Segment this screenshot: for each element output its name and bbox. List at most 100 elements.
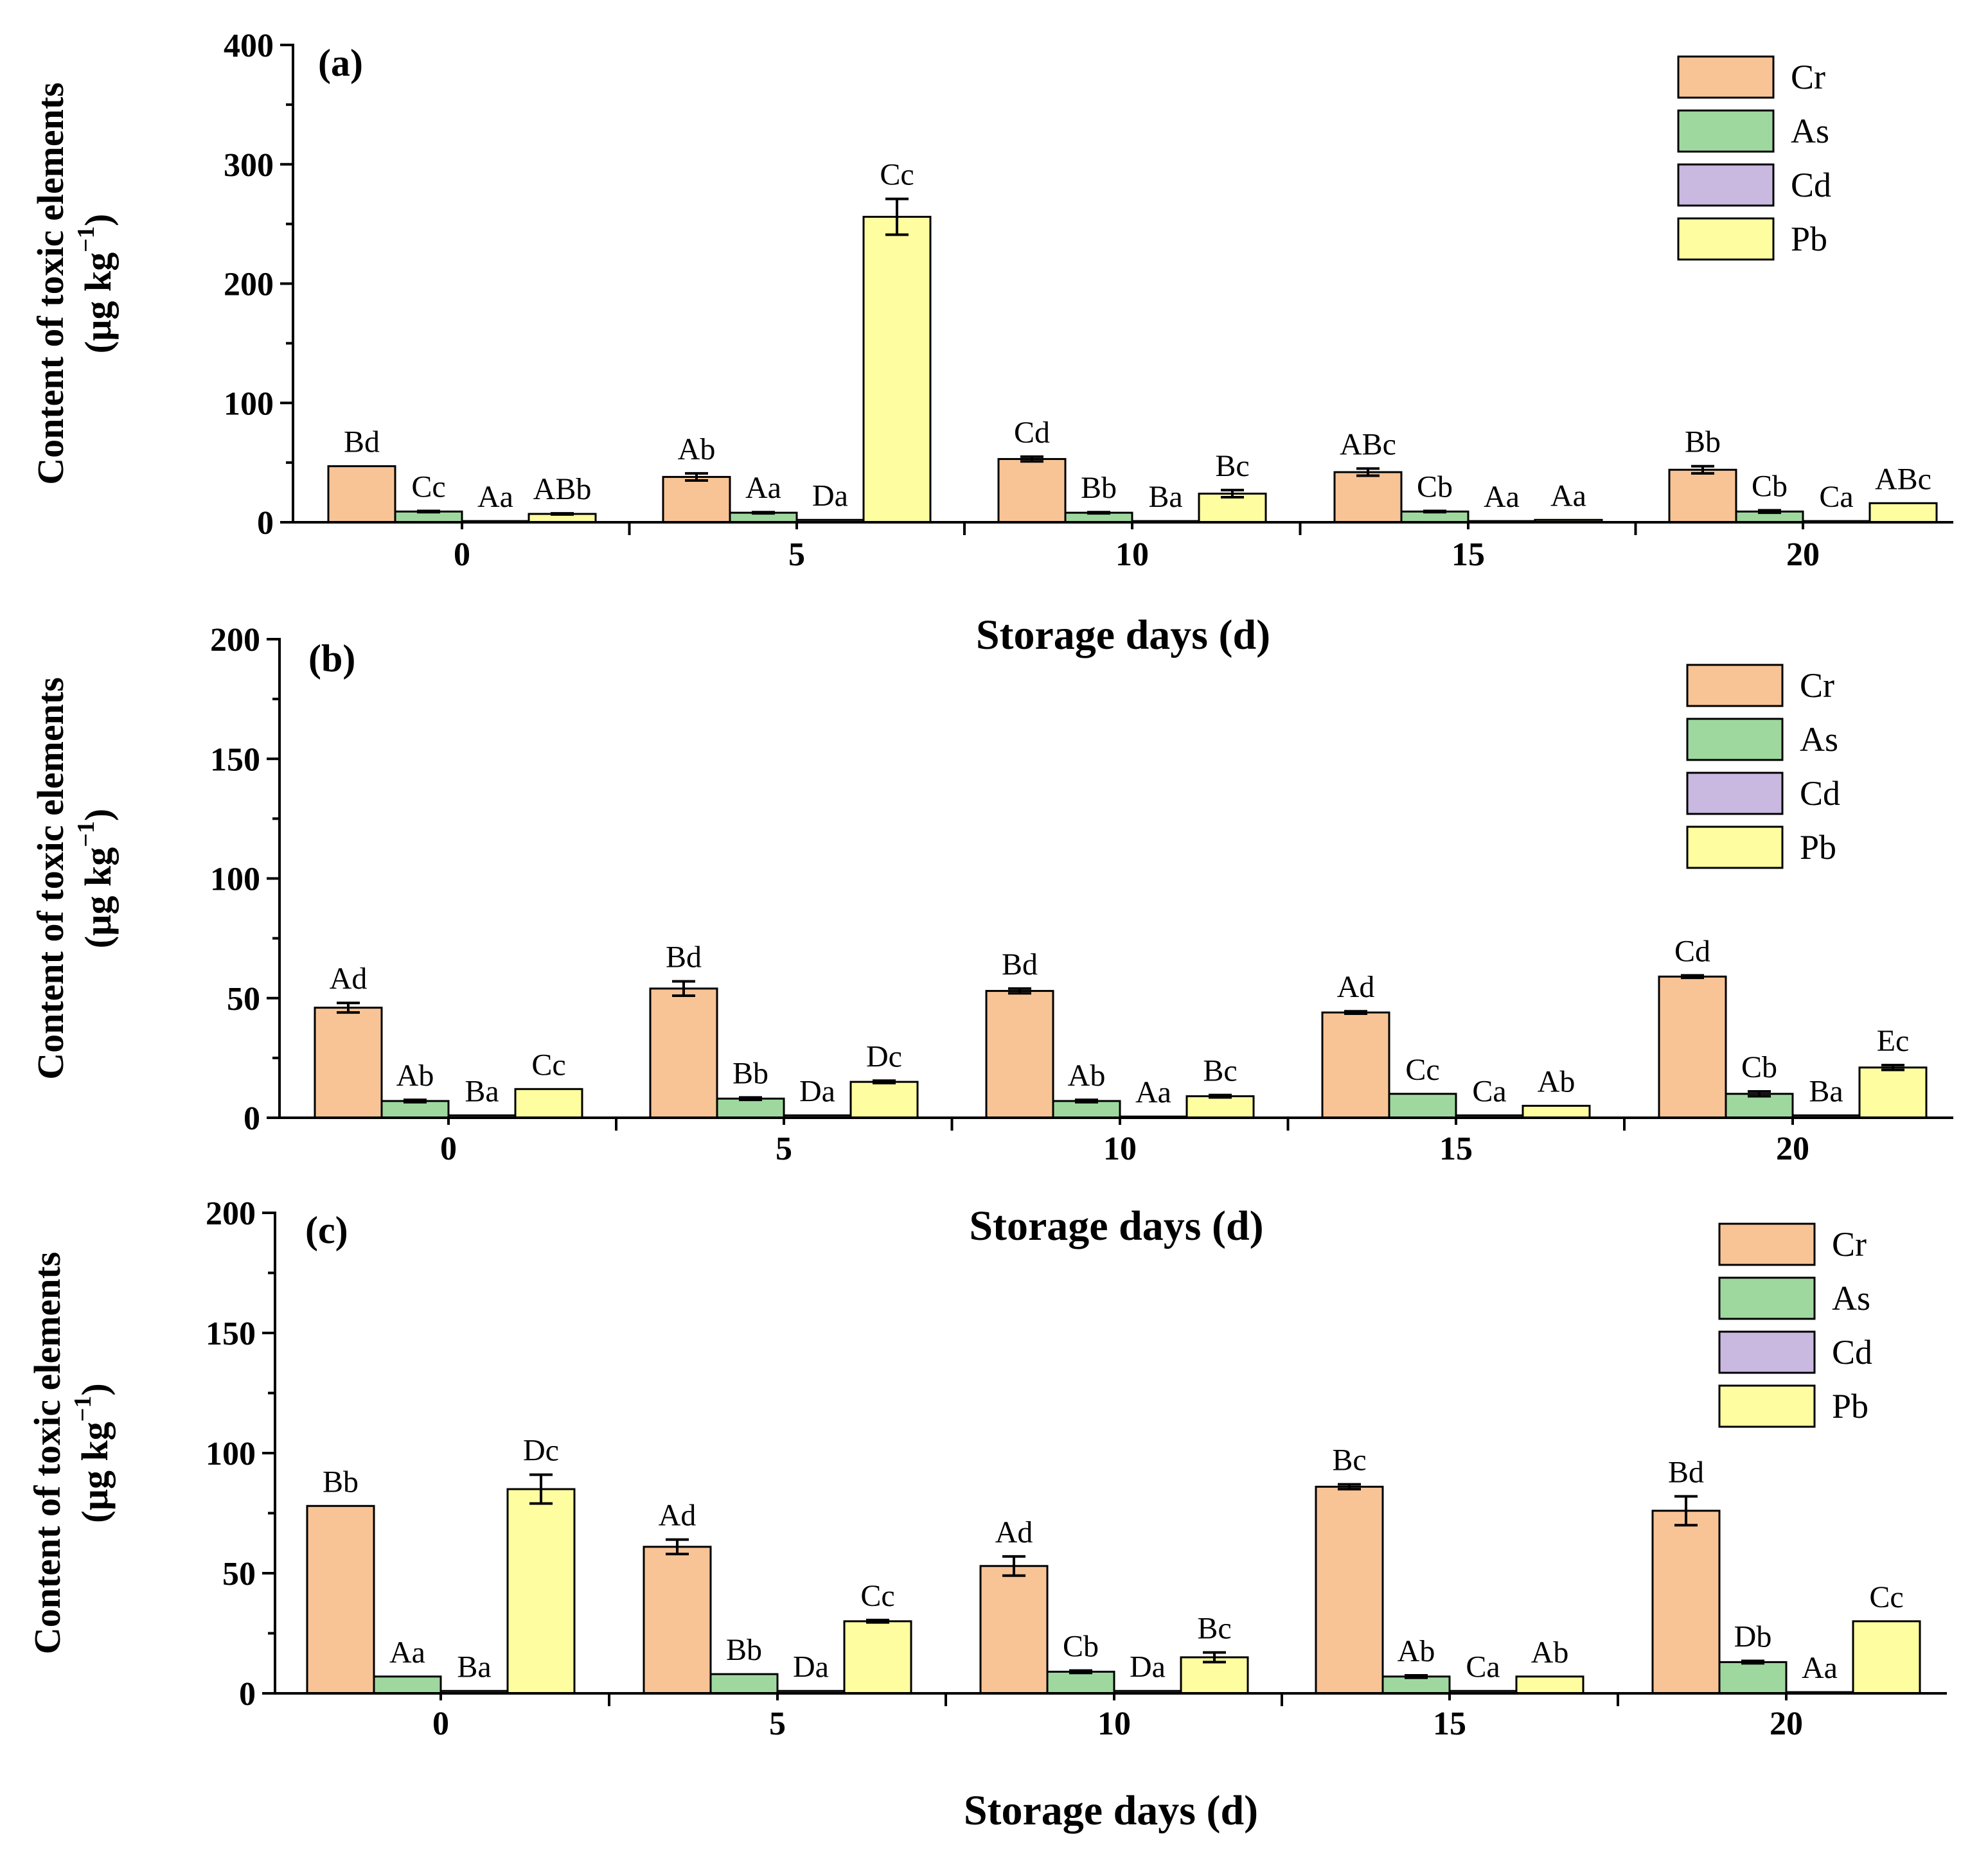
bar-a-pb-20 xyxy=(1868,502,1938,524)
y-axis-title-c: Content of toxic elements (µg kg−1) xyxy=(26,1252,116,1655)
y-axis-unit-base: (µg kg xyxy=(77,252,119,354)
significance-letter-c-cd-5: Da xyxy=(793,1650,829,1684)
legend-swatch-pb xyxy=(1718,1384,1816,1428)
error-bar-b-pb-20 xyxy=(1881,1064,1904,1072)
error-bar-c-pb-0 xyxy=(529,1473,553,1505)
legend-label-as: As xyxy=(1791,112,1829,150)
bar-b-pb-20 xyxy=(1858,1066,1928,1119)
chart-panel-b: Ad Bd Bd Ad Cd Ab Bb Ab Cc Cb Ba Da Aa Ca Ba Cc Dc Bc Ab Ec… xyxy=(30,622,1953,1249)
significance-letter-b-as-0: Ab xyxy=(396,1059,434,1093)
bar-c-pb-5 xyxy=(843,1620,912,1695)
bar-b-as-0 xyxy=(380,1100,450,1119)
legend-label-pb: Pb xyxy=(1791,220,1827,258)
error-bar-b-cr-15 xyxy=(1344,1010,1367,1015)
y-tick-label-a: 200 xyxy=(224,267,274,303)
bar-b-cr-20 xyxy=(1658,975,1727,1119)
error-bar-a-as-15 xyxy=(1423,509,1446,514)
significance-letter-a-cr-10: Cd xyxy=(1014,416,1050,450)
x-tick-label-b-0: 0 xyxy=(440,1131,457,1167)
error-bar-b-as-5 xyxy=(739,1096,762,1102)
significance-letter-c-as-15: Ab xyxy=(1398,1634,1435,1668)
significance-letter-c-pb-10: Bc xyxy=(1197,1611,1231,1645)
significance-letter-b-pb-5: Dc xyxy=(866,1039,902,1073)
significance-letter-b-cr-20: Cd xyxy=(1674,934,1710,968)
x-tick-label-c-10: 10 xyxy=(1097,1706,1131,1742)
significance-letter-c-cd-10: Da xyxy=(1130,1650,1166,1684)
panel-label-a: (a) xyxy=(318,42,363,84)
y-tick-label-b: 200 xyxy=(210,622,260,658)
significance-letter-a-as-5: Aa xyxy=(745,471,781,505)
y-tick-label-c: 150 xyxy=(206,1316,256,1352)
y-tick-label-a: 0 xyxy=(257,505,274,542)
legend-swatch-cd xyxy=(1677,163,1775,207)
significance-letter-c-pb-20: Cc xyxy=(1869,1580,1903,1614)
error-bar-c-cr-5 xyxy=(666,1538,689,1556)
significance-letter-a-pb-15: Aa xyxy=(1550,479,1586,513)
significance-letter-a-cd-5: Da xyxy=(812,479,848,513)
bar-b-as-15 xyxy=(1388,1093,1457,1119)
y-tick-label-a: 400 xyxy=(224,28,274,64)
legend-swatch-cr xyxy=(1677,55,1775,99)
bar-c-pb-15 xyxy=(1515,1675,1584,1695)
significance-letter-b-as-5: Bb xyxy=(732,1056,768,1090)
error-bar-c-cr-10 xyxy=(1002,1555,1025,1577)
significance-letter-b-as-15: Cc xyxy=(1405,1053,1439,1087)
error-bar-b-cr-10 xyxy=(1008,987,1031,995)
error-bar-c-as-10 xyxy=(1069,1669,1092,1675)
significance-letter-c-cd-15: Ca xyxy=(1466,1650,1500,1684)
bar-c-as-10 xyxy=(1046,1670,1115,1695)
significance-letter-c-pb-5: Cc xyxy=(860,1579,894,1613)
y-tick-label-c: 100 xyxy=(206,1436,256,1472)
significance-letter-b-pb-15: Ab xyxy=(1538,1064,1575,1098)
significance-letter-a-cr-20: Bb xyxy=(1685,425,1721,459)
y-axis-unit-base: (µg kg xyxy=(77,847,119,949)
y-axis-title-line1: Content of toxic elements xyxy=(30,677,71,1080)
y-tick-label-c: 50 xyxy=(222,1556,256,1592)
error-bar-b-pb-10 xyxy=(1209,1093,1232,1099)
y-tick-label-c: 0 xyxy=(239,1676,256,1713)
legend-label-cr: Cr xyxy=(1791,58,1825,96)
error-bar-c-pb-5 xyxy=(866,1618,889,1624)
chart-panel-a: Bd Ab Cd ABc Bb Cc Aa Bb Cb Cb Aa Da Ba Aa Ca ABb Cc Bc Aa… xyxy=(30,28,1953,658)
legend-label-as: As xyxy=(1832,1279,1870,1318)
significance-letter-b-cd-15: Ca xyxy=(1472,1074,1506,1108)
y-axis-unit-close: ) xyxy=(74,1383,116,1395)
y-tick-label-b: 0 xyxy=(244,1100,260,1137)
axes-a xyxy=(280,44,1953,535)
legend-swatch-as xyxy=(1677,109,1775,153)
x-axis-title-a: Storage days (d) xyxy=(976,612,1270,658)
significance-letter-c-pb-0: Dc xyxy=(523,1434,559,1468)
error-bar-a-pb-10 xyxy=(1221,488,1244,498)
panel-label-c: (c) xyxy=(305,1209,348,1251)
error-bar-c-pb-10 xyxy=(1203,1651,1226,1664)
x-tick-label-c-0: 0 xyxy=(432,1706,449,1742)
y-tick-label-c: 200 xyxy=(206,1195,256,1232)
error-bar-a-as-20 xyxy=(1758,509,1781,515)
significance-letter-a-cd-10: Ba xyxy=(1148,480,1182,514)
legend-swatch-cr xyxy=(1686,664,1784,707)
x-tick-label-c-20: 20 xyxy=(1770,1706,1803,1742)
significance-letter-a-as-20: Cb xyxy=(1752,469,1788,503)
error-bar-c-as-20 xyxy=(1741,1659,1764,1665)
y-axis-title-line1: Content of toxic elements xyxy=(30,82,71,485)
x-tick-label-a-0: 0 xyxy=(454,536,470,573)
error-bar-b-cr-20 xyxy=(1681,974,1704,980)
y-axis-unit-superscript: −1 xyxy=(73,821,100,847)
error-bar-a-as-5 xyxy=(752,511,775,515)
significance-letter-c-cr-5: Ad xyxy=(659,1499,697,1533)
significance-letter-b-cr-10: Bd xyxy=(1002,948,1038,982)
y-axis-title-line2: (µg kg−1) xyxy=(69,1383,116,1522)
y-tick-label-b: 150 xyxy=(210,741,260,778)
significance-letter-b-cd-5: Da xyxy=(799,1074,835,1108)
significance-letter-a-cd-0: Aa xyxy=(477,480,513,514)
bar-b-pb-5 xyxy=(849,1081,919,1119)
bar-b-cr-0 xyxy=(314,1007,383,1119)
error-bar-c-cr-20 xyxy=(1674,1495,1698,1527)
significance-letter-b-cr-5: Bd xyxy=(666,940,702,975)
y-axis-unit-close: ) xyxy=(77,809,119,821)
significance-letter-c-pb-15: Ab xyxy=(1531,1636,1569,1670)
y-tick-label-b: 50 xyxy=(227,981,260,1018)
bar-b-cr-5 xyxy=(649,987,718,1119)
y-tick-label-a: 100 xyxy=(224,385,274,422)
